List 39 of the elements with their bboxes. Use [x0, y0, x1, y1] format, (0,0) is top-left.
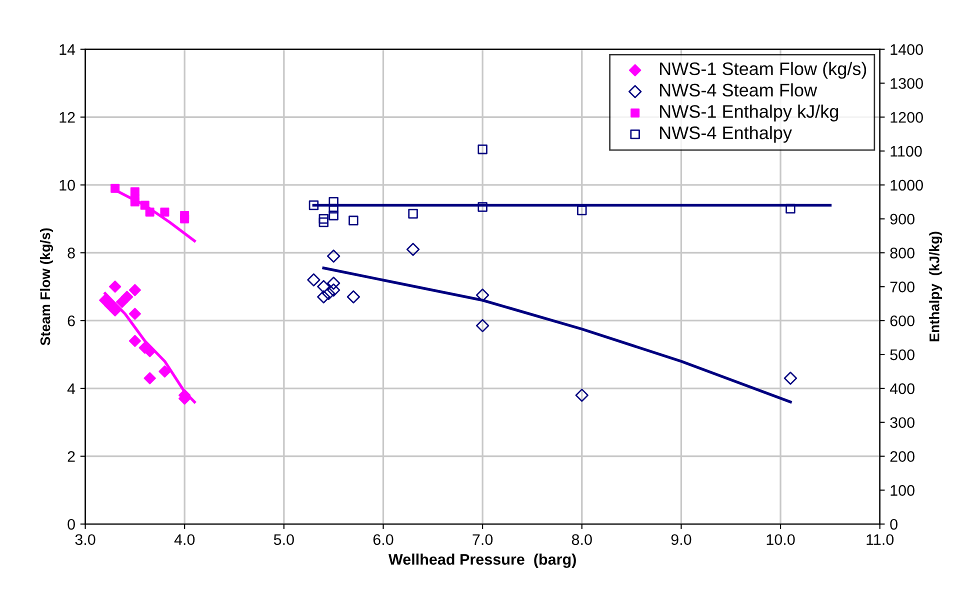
y2-tick-label: 1400: [890, 44, 923, 55]
y2-tick-label: 1100: [890, 146, 922, 157]
y2-tick-label: 0: [890, 518, 898, 530]
y-tick-label: 12: [60, 112, 75, 123]
y2-tick-label: 300: [890, 417, 914, 428]
y2-tick-label: 800: [890, 248, 914, 258]
x-tick-label: 4.0: [174, 534, 195, 546]
legend-label: NWS-4 Enthalpy: [660, 126, 792, 143]
y-tick-label: 6: [68, 315, 75, 326]
y-tick-label: 4: [67, 383, 76, 394]
y2-tick-label: 1300: [890, 78, 923, 89]
y2-tick-label: 400: [890, 383, 914, 394]
x-tick-label: 7.0: [472, 534, 493, 546]
legend-label: NWS-1 Enthalpy kJ/kg: [660, 104, 838, 122]
y2-tick-label: 1000: [890, 180, 923, 191]
y2-tick-label: 1200: [890, 112, 923, 123]
x-tick-label: 3.0: [75, 534, 96, 546]
y2-tick-label: 900: [890, 214, 914, 225]
x-tick-label: 9.0: [671, 534, 692, 546]
legend-label: NWS-4 Steam Flow: [660, 83, 818, 97]
y2-tick-label: 600: [890, 315, 914, 326]
y-axis-title: Steam Flow (kg/s): [40, 228, 53, 346]
legend-label: NWS-1 Steam Flow (kg/s): [660, 62, 866, 79]
x-tick-label: 10.0: [766, 534, 795, 546]
y-tick-label: 14: [60, 44, 76, 55]
x-tick-label: 6.0: [373, 534, 394, 546]
y2-tick-label: 200: [890, 451, 914, 462]
y2-axis-title: Enthalpy (kJ/kg): [929, 232, 942, 342]
x-tick-label: 8.0: [572, 534, 592, 546]
x-axis-title: Wellhead Pressure (barg): [388, 554, 576, 568]
x-tick-label: 11.0: [866, 534, 894, 546]
y2-tick-label: 700: [890, 282, 914, 292]
y-tick-label: 8: [68, 248, 75, 258]
y-tick-label: 0: [68, 518, 75, 530]
y-tick-label: 2: [68, 451, 75, 462]
y2-tick-label: 500: [890, 349, 914, 360]
x-tick-label: 5.0: [274, 534, 294, 546]
y-tick-label: 10: [60, 180, 75, 191]
y2-tick-label: 100: [890, 485, 914, 496]
